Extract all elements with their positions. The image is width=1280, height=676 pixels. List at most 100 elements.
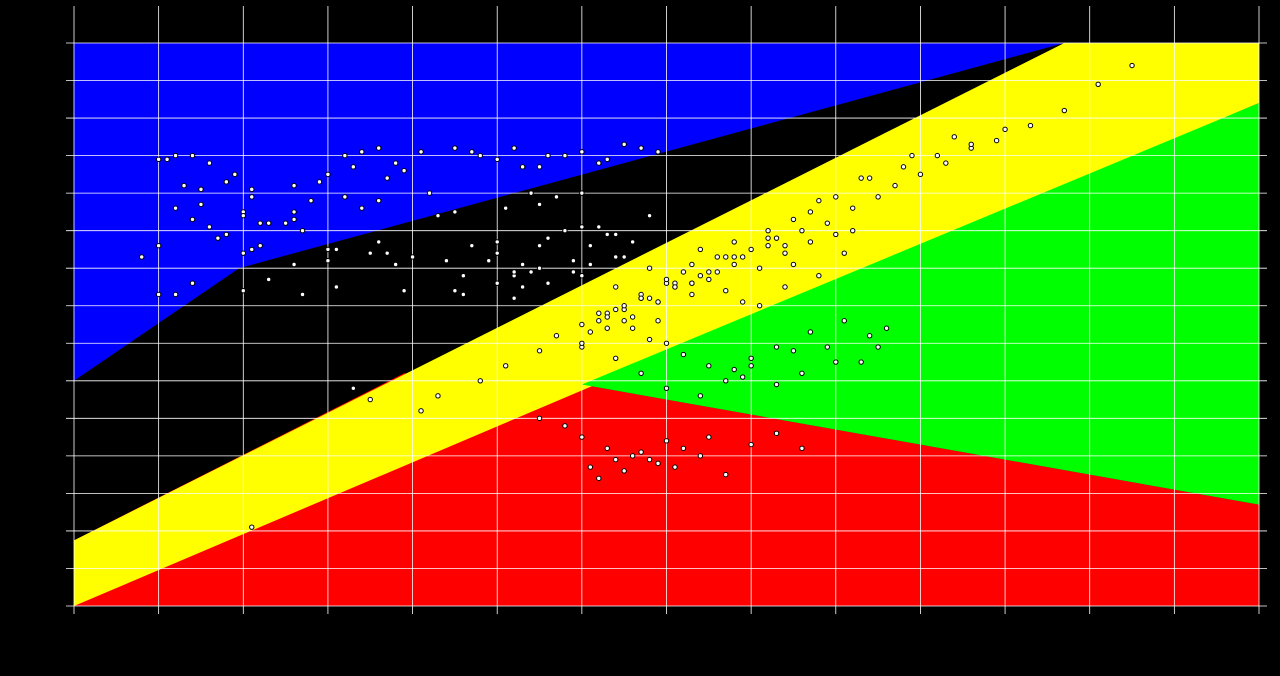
data-point xyxy=(782,284,788,290)
data-point xyxy=(536,415,543,422)
data-point xyxy=(790,261,797,268)
data-point xyxy=(689,261,695,268)
data-point xyxy=(731,239,737,245)
data-point xyxy=(189,152,196,159)
data-point xyxy=(308,197,314,204)
data-point xyxy=(409,254,416,260)
data-point xyxy=(579,149,585,155)
data-point xyxy=(477,378,483,384)
data-point xyxy=(782,242,788,249)
data-point xyxy=(545,152,551,159)
data-point xyxy=(858,359,864,365)
data-point xyxy=(392,160,399,166)
data-point xyxy=(782,250,788,256)
data-point xyxy=(613,306,619,313)
data-point xyxy=(807,209,814,215)
data-point xyxy=(723,254,729,260)
data-point xyxy=(706,363,712,369)
data-point xyxy=(536,242,543,249)
data-point xyxy=(257,220,263,226)
data-point xyxy=(680,351,687,358)
data-point xyxy=(663,438,670,444)
data-point xyxy=(672,464,678,470)
data-point xyxy=(232,171,238,178)
data-point xyxy=(646,212,653,219)
data-point xyxy=(680,269,687,275)
data-point xyxy=(359,149,365,155)
data-point xyxy=(392,261,399,268)
data-point xyxy=(384,250,390,256)
data-point xyxy=(646,295,653,301)
data-point xyxy=(706,269,712,275)
data-point xyxy=(198,186,204,193)
data-point xyxy=(646,265,653,271)
data-point xyxy=(596,318,602,324)
data-point xyxy=(155,156,162,163)
data-point xyxy=(579,224,585,230)
data-point xyxy=(646,336,653,343)
data-point xyxy=(223,179,230,185)
data-point xyxy=(638,145,644,151)
data-point xyxy=(181,182,187,189)
data-point xyxy=(579,434,585,440)
data-point xyxy=(731,366,737,373)
data-point xyxy=(697,393,704,399)
data-point xyxy=(739,299,746,305)
data-point xyxy=(367,250,373,256)
data-point xyxy=(536,265,543,271)
data-point xyxy=(350,385,357,392)
data-point xyxy=(596,160,602,166)
data-point xyxy=(943,160,949,166)
data-point xyxy=(748,363,754,369)
data-point xyxy=(206,160,213,166)
data-point xyxy=(875,344,881,350)
data-point xyxy=(629,453,636,459)
data-point xyxy=(739,254,746,260)
data-point xyxy=(435,212,441,219)
data-point xyxy=(519,164,526,170)
data-point xyxy=(418,408,424,414)
data-point xyxy=(418,149,424,155)
data-point xyxy=(519,261,526,268)
data-point xyxy=(841,250,847,256)
data-point xyxy=(714,254,720,260)
data-point xyxy=(655,318,661,324)
data-point xyxy=(1027,122,1034,129)
data-point xyxy=(536,348,543,354)
data-point xyxy=(697,273,704,279)
data-point xyxy=(638,370,644,376)
data-point xyxy=(528,190,534,196)
data-point xyxy=(299,227,306,234)
data-point xyxy=(917,171,924,178)
data-point xyxy=(265,276,272,283)
data-point xyxy=(604,231,610,238)
data-point xyxy=(875,194,881,200)
data-point xyxy=(833,359,839,365)
data-point xyxy=(469,242,475,249)
data-point xyxy=(189,216,196,223)
data-point xyxy=(833,231,839,238)
data-point xyxy=(384,175,390,181)
data-point xyxy=(613,231,619,238)
data-point xyxy=(613,355,619,361)
data-point xyxy=(604,445,610,452)
data-point xyxy=(629,239,636,245)
data-point xyxy=(858,175,864,181)
data-point xyxy=(638,449,644,455)
data-point xyxy=(1061,107,1068,114)
data-point xyxy=(359,205,365,211)
data-point xyxy=(452,145,458,151)
data-point xyxy=(790,348,797,354)
data-point xyxy=(172,291,179,298)
data-point xyxy=(325,171,331,178)
data-point xyxy=(460,291,467,298)
data-point xyxy=(587,261,594,268)
data-point xyxy=(629,325,636,331)
data-point xyxy=(494,239,500,245)
data-point xyxy=(604,314,610,320)
data-point xyxy=(731,254,737,260)
data-point xyxy=(951,134,957,140)
data-point xyxy=(511,269,517,275)
data-point xyxy=(511,295,517,301)
data-point xyxy=(545,280,551,286)
